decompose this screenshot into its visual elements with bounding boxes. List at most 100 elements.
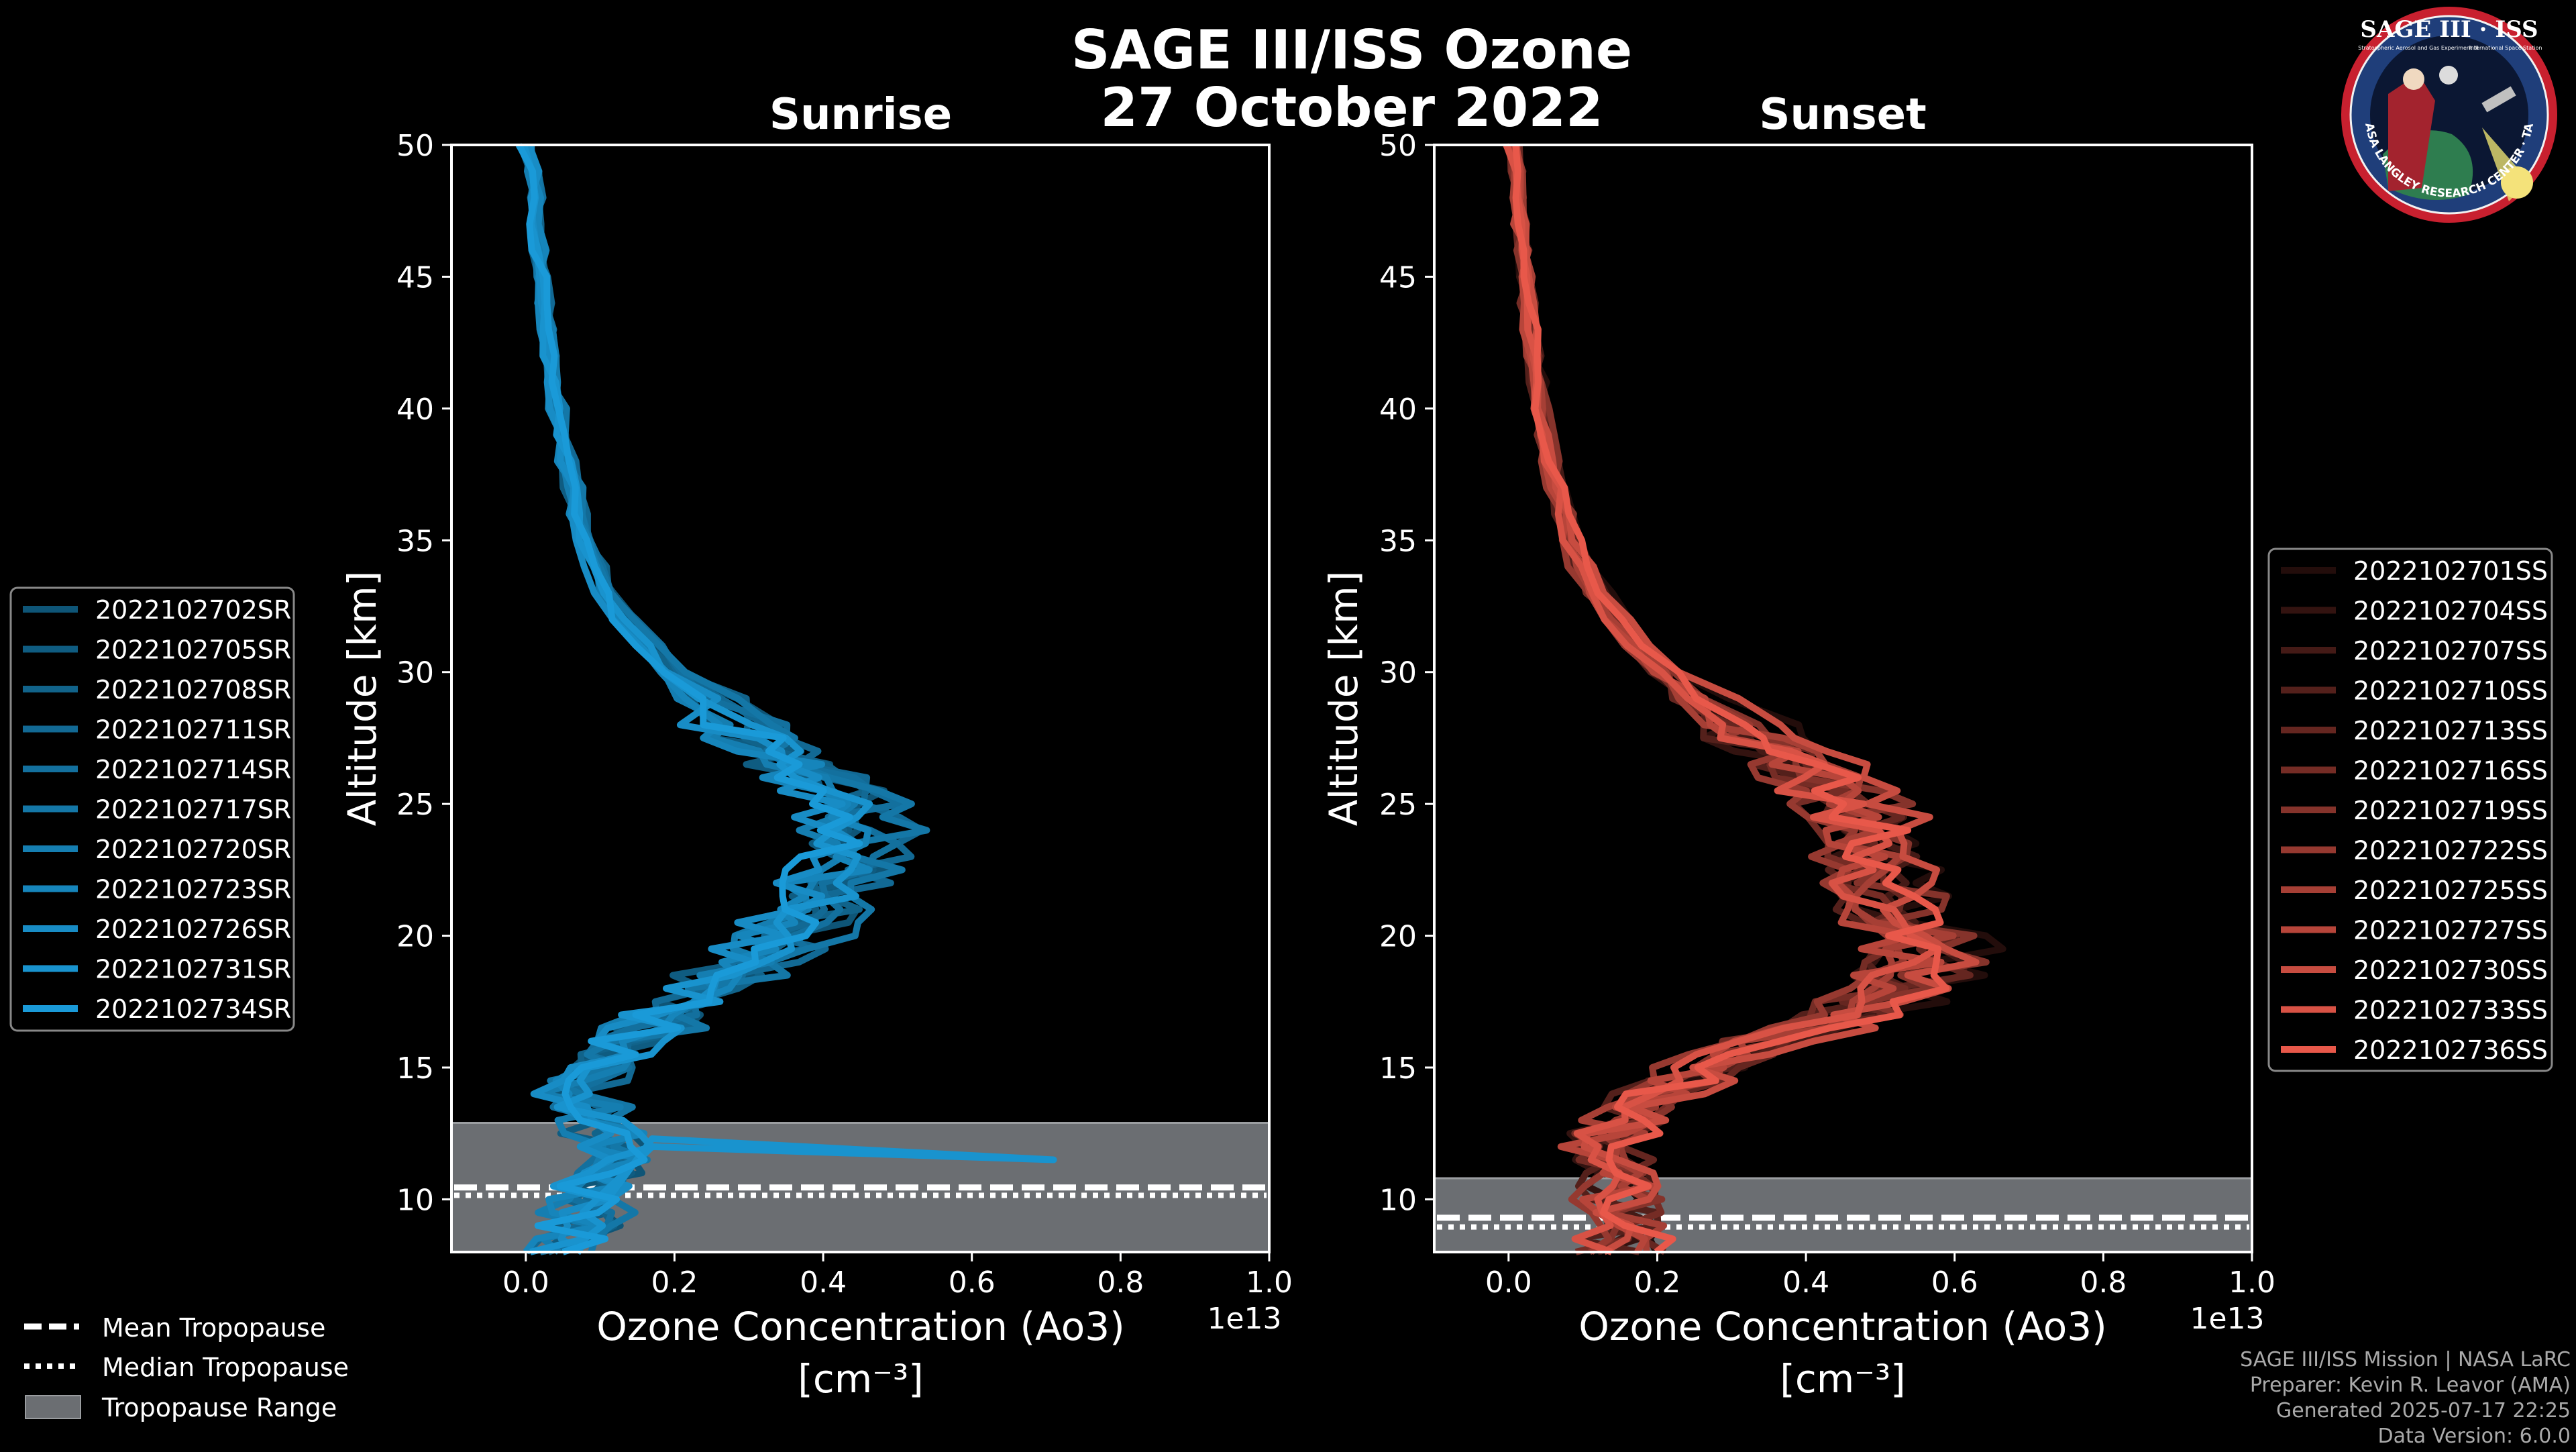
sunrise-y-tick-label: 15 bbox=[396, 1051, 434, 1086]
sunrise-x-axis-unit: [cm⁻³] bbox=[798, 1356, 924, 1402]
credit-line-4: Data Version: 6.0.0 bbox=[2378, 1424, 2571, 1448]
sunrise-panel-title: Sunrise bbox=[769, 90, 952, 140]
sunset-legend-label: 2022102736SS bbox=[2353, 1035, 2548, 1065]
credits: SAGE III/ISS Mission | NASA LaRC Prepare… bbox=[2240, 1348, 2571, 1448]
sunrise-legend-label: 2022102731SR bbox=[95, 955, 291, 984]
sunrise-legend-label: 2022102723SR bbox=[95, 875, 291, 904]
tropopause-range-label: Tropopause Range bbox=[101, 1393, 337, 1422]
sunrise-profile-2022102734SR bbox=[516, 143, 863, 1255]
sunset-legend-frame bbox=[2267, 548, 2553, 1072]
figure-title-line2: 27 October 2022 bbox=[1100, 76, 1603, 139]
sunset-profile-2022102730SS bbox=[1503, 144, 1980, 1255]
sunset-y-tick-label: 20 bbox=[1379, 920, 1417, 954]
sunrise-y-tick-label: 20 bbox=[396, 920, 434, 954]
sunset-legend-label: 2022102730SS bbox=[2353, 955, 2548, 985]
sunrise-y-axis-label: Altitude [km] bbox=[339, 571, 385, 826]
sunset-x-multiplier: 1e13 bbox=[2190, 1302, 2264, 1336]
median-tropopause-label: Median Tropopause bbox=[102, 1353, 349, 1382]
sunrise-legend-label: 2022102711SR bbox=[95, 715, 291, 745]
sunrise-x-tick-label: 0.0 bbox=[502, 1265, 549, 1300]
sunset-legend: 2022102701SS 2022102704SS 2022102707SS 2022… bbox=[2267, 548, 2553, 1072]
logo-right-caption: International Space Station bbox=[2469, 45, 2542, 51]
sunset-y-tick-label: 50 bbox=[1379, 129, 1417, 163]
sunset-legend-label: 2022102725SS bbox=[2353, 876, 2548, 905]
sunset-y-tick-label: 15 bbox=[1379, 1051, 1417, 1086]
sunset-tropopause-range bbox=[1433, 1177, 2253, 1253]
sunrise-legend-label: 2022102702SR bbox=[95, 595, 291, 625]
sunrise-legend-label: 2022102717SR bbox=[95, 795, 291, 825]
tropopause-range-swatch bbox=[25, 1395, 81, 1419]
mean-tropopause-label: Mean Tropopause bbox=[102, 1313, 325, 1343]
sunset-legend-label: 2022102713SS bbox=[2353, 716, 2548, 745]
sunrise-x-tick-label: 1.0 bbox=[1246, 1265, 1293, 1300]
sunrise-x-tick-label: 0.2 bbox=[651, 1265, 698, 1300]
credit-line-3: Generated 2025-07-17 22:25 bbox=[2276, 1399, 2571, 1422]
sunset-tropopause-layer bbox=[1433, 1177, 2253, 1253]
credit-line-2: Preparer: Kevin R. Leavor (AMA) bbox=[2250, 1373, 2571, 1397]
sunset-legend-label: 2022102710SS bbox=[2353, 676, 2548, 706]
sunset-x-axis-label: Ozone Concentration (Ao3) bbox=[1578, 1304, 2107, 1349]
sunset-profile-lines bbox=[1503, 143, 2006, 1255]
sunset-panel-title: Sunset bbox=[1759, 90, 1926, 140]
sunset-legend-label: 2022102722SS bbox=[2353, 836, 2548, 866]
sunrise-legend-label: 2022102726SR bbox=[95, 915, 291, 944]
sunset-legend-label: 2022102716SS bbox=[2353, 756, 2548, 786]
sunrise-y-axis-ticks: 10 15 20 25 30 35 40 45 50 bbox=[396, 129, 451, 1217]
sunrise-x-multiplier: 1e13 bbox=[1207, 1302, 1281, 1336]
logo-left-caption: Stratospheric Aerosol and Gas Experiment… bbox=[2358, 45, 2478, 51]
sunset-panel: Sunset 0.0 0.2 0.4 0.6 0.8 1.0 10 15 20 25 30 35 40… bbox=[1321, 90, 2275, 1402]
sunrise-profile-2022102731SR bbox=[521, 144, 1057, 1255]
sunset-y-tick-label: 30 bbox=[1379, 656, 1417, 690]
sunset-x-tick-label: 0.2 bbox=[1633, 1265, 1680, 1300]
sunrise-legend-label: 2022102720SR bbox=[95, 835, 291, 864]
sunrise-panel: Sunrise 0.0 0.2 0.4 0.6 0.8 1.0 10 15 20 25 30 35 4… bbox=[339, 90, 1293, 1402]
sunrise-y-tick-label: 40 bbox=[396, 393, 434, 427]
sunset-legend-label: 2022102707SS bbox=[2353, 636, 2548, 666]
sunrise-profile-lines bbox=[515, 143, 1057, 1255]
sunset-y-tick-label: 25 bbox=[1379, 788, 1417, 822]
sunset-x-tick-label: 0.6 bbox=[1931, 1265, 1978, 1300]
sunset-legend-label: 2022102719SS bbox=[2353, 796, 2548, 825]
credit-line-1: SAGE III/ISS Mission | NASA LaRC bbox=[2240, 1348, 2571, 1371]
sunset-plot-background bbox=[1434, 145, 2252, 1252]
sunset-x-tick-label: 1.0 bbox=[2229, 1265, 2275, 1300]
sunrise-x-axis-ticks: 0.0 0.2 0.4 0.6 0.8 1.0 bbox=[502, 1252, 1293, 1300]
sunset-x-tick-label: 0.0 bbox=[1485, 1265, 1532, 1300]
sunset-legend-label: 2022102733SS bbox=[2353, 996, 2548, 1025]
sunrise-x-tick-label: 0.8 bbox=[1097, 1265, 1144, 1300]
sunrise-legend-label: 2022102714SR bbox=[95, 755, 291, 784]
sunrise-legend-label: 2022102708SR bbox=[95, 675, 291, 705]
sunset-y-axis-label: Altitude [km] bbox=[1321, 571, 1366, 826]
sunrise-y-tick-label: 45 bbox=[396, 260, 434, 295]
sunset-y-tick-label: 10 bbox=[1379, 1183, 1417, 1217]
sunset-legend-label: 2022102727SS bbox=[2353, 916, 2548, 945]
sunrise-y-tick-label: 25 bbox=[396, 788, 434, 822]
sunset-y-tick-label: 35 bbox=[1379, 524, 1417, 558]
logo-title-text: SAGE III · ISS bbox=[2360, 16, 2538, 43]
sunrise-legend-label: 2022102705SR bbox=[95, 635, 291, 665]
sunset-plot-frame bbox=[1433, 144, 2253, 1253]
sunrise-y-tick-label: 10 bbox=[396, 1183, 434, 1217]
sunrise-y-tick-label: 50 bbox=[396, 129, 434, 163]
sunrise-y-tick-label: 30 bbox=[396, 656, 434, 690]
sunset-legend-label: 2022102704SS bbox=[2353, 597, 2548, 626]
sunrise-x-tick-label: 0.4 bbox=[800, 1265, 847, 1300]
sunrise-x-tick-label: 0.6 bbox=[949, 1265, 996, 1300]
sunset-y-axis-ticks: 10 15 20 25 30 35 40 45 50 bbox=[1379, 129, 1434, 1217]
sunset-x-tick-label: 0.4 bbox=[1782, 1265, 1829, 1300]
tropopause-legend: Mean Tropopause Median Tropopause Tropop… bbox=[24, 1313, 349, 1422]
sunrise-y-tick-label: 35 bbox=[396, 524, 434, 558]
sunset-y-tick-label: 45 bbox=[1379, 260, 1417, 295]
sunrise-legend-frame bbox=[9, 586, 295, 1032]
sunrise-legend-label: 2022102734SR bbox=[95, 994, 291, 1024]
sunset-x-tick-label: 0.8 bbox=[2080, 1265, 2127, 1300]
sunset-y-tick-label: 40 bbox=[1379, 393, 1417, 427]
sunrise-plot-frame bbox=[450, 144, 1271, 1253]
sunset-legend-label: 2022102701SS bbox=[2353, 556, 2548, 586]
sunset-profile-2022102736SS bbox=[1512, 144, 1950, 1255]
sunset-x-axis-unit: [cm⁻³] bbox=[1780, 1356, 1906, 1402]
sunset-x-axis-ticks: 0.0 0.2 0.4 0.6 0.8 1.0 bbox=[1485, 1252, 2275, 1300]
sunrise-legend: 2022102702SR 2022102705SR 2022102708SR 2022… bbox=[9, 586, 295, 1032]
figure-title-line1: SAGE III/ISS Ozone bbox=[1071, 19, 1632, 81]
